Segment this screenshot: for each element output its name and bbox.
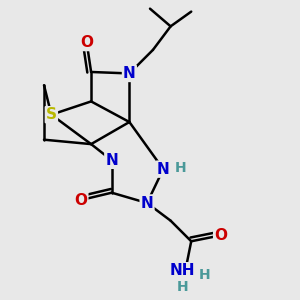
Text: S: S: [46, 107, 57, 122]
Text: H: H: [177, 280, 188, 294]
Text: N: N: [123, 66, 136, 81]
Text: H: H: [199, 268, 210, 282]
Text: O: O: [80, 35, 93, 50]
Text: N: N: [141, 196, 153, 211]
Text: NH: NH: [169, 263, 195, 278]
Text: O: O: [74, 193, 87, 208]
Text: H: H: [175, 161, 187, 175]
Text: N: N: [157, 162, 169, 177]
Text: O: O: [214, 228, 227, 243]
Text: N: N: [105, 153, 118, 168]
